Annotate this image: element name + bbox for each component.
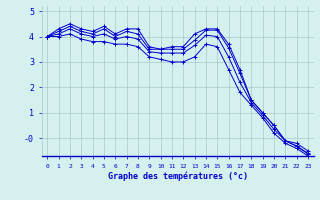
X-axis label: Graphe des températures (°c): Graphe des températures (°c) [108, 171, 248, 181]
